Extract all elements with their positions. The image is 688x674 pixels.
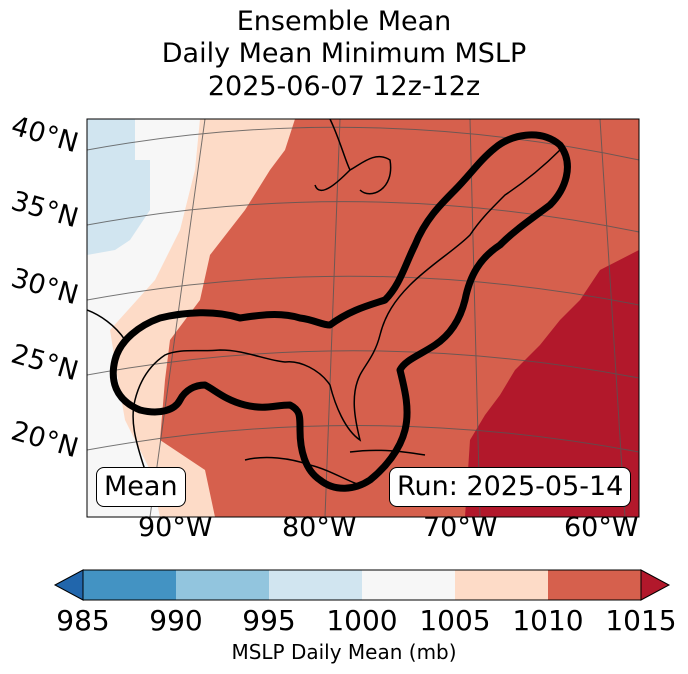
colorbar-1005-1010	[455, 570, 548, 600]
coastline-gulf	[132, 349, 362, 471]
colorbar-tick-1015: 1015	[605, 604, 677, 637]
field-over-1015	[465, 250, 639, 517]
contour-line	[109, 131, 571, 492]
colorbar-tick-990: 990	[149, 604, 203, 637]
colorbar-tick-1005: 1005	[419, 604, 491, 637]
grid-lon-80	[324, 119, 341, 517]
colorbar-tick-995: 995	[242, 604, 296, 637]
colorbar-tick-1010: 1010	[512, 604, 584, 637]
mean-box: Mean	[96, 467, 186, 507]
coastline-mexico	[87, 309, 126, 341]
lon-label-80: 80°W	[282, 512, 357, 543]
lon-label-60: 60°W	[564, 512, 639, 543]
coastline-east-coast	[359, 149, 561, 376]
colorbar-label: MSLP Daily Mean (mb)	[231, 640, 457, 664]
colorbar-1010-1015	[548, 570, 641, 600]
colorbar-990-995	[176, 570, 269, 600]
gridlines	[87, 119, 639, 517]
colorbar-over	[640, 569, 671, 601]
colorbar-1000-1005	[362, 570, 455, 600]
colorbar-985-990	[83, 570, 176, 600]
title-line-3: 2025-06-07 12z-12z	[207, 71, 481, 102]
grid-lat-25	[87, 350, 639, 379]
colorbar-frame	[82, 569, 642, 601]
lon-label-70: 70°W	[423, 512, 498, 543]
title-line-2: Daily Mean Minimum MSLP	[161, 38, 527, 69]
grid-lon-60	[599, 119, 626, 517]
grid-lon-70	[469, 119, 481, 517]
coastline-great-lakes	[329, 119, 392, 195]
pressure-field	[87, 119, 639, 517]
title-line-1: Ensemble Mean	[236, 6, 452, 37]
colorbar	[53, 569, 671, 601]
lon-label-90: 90°W	[138, 512, 213, 543]
colorbar-tick-985: 985	[56, 604, 110, 637]
grid-lat-35	[87, 201, 639, 233]
colorbar-tick-1000: 1000	[326, 604, 398, 637]
map-frame	[86, 118, 640, 518]
grid-lat-30	[87, 275, 639, 306]
grid-lat-20	[87, 425, 639, 453]
coastline-lake-michigan	[314, 169, 351, 192]
field-995-1000	[87, 119, 150, 255]
run-box: Run: 2025-05-14	[389, 467, 632, 507]
colorbar-995-1000	[269, 570, 362, 600]
coastline-cuba	[349, 449, 426, 456]
colorbar-under	[53, 569, 84, 601]
